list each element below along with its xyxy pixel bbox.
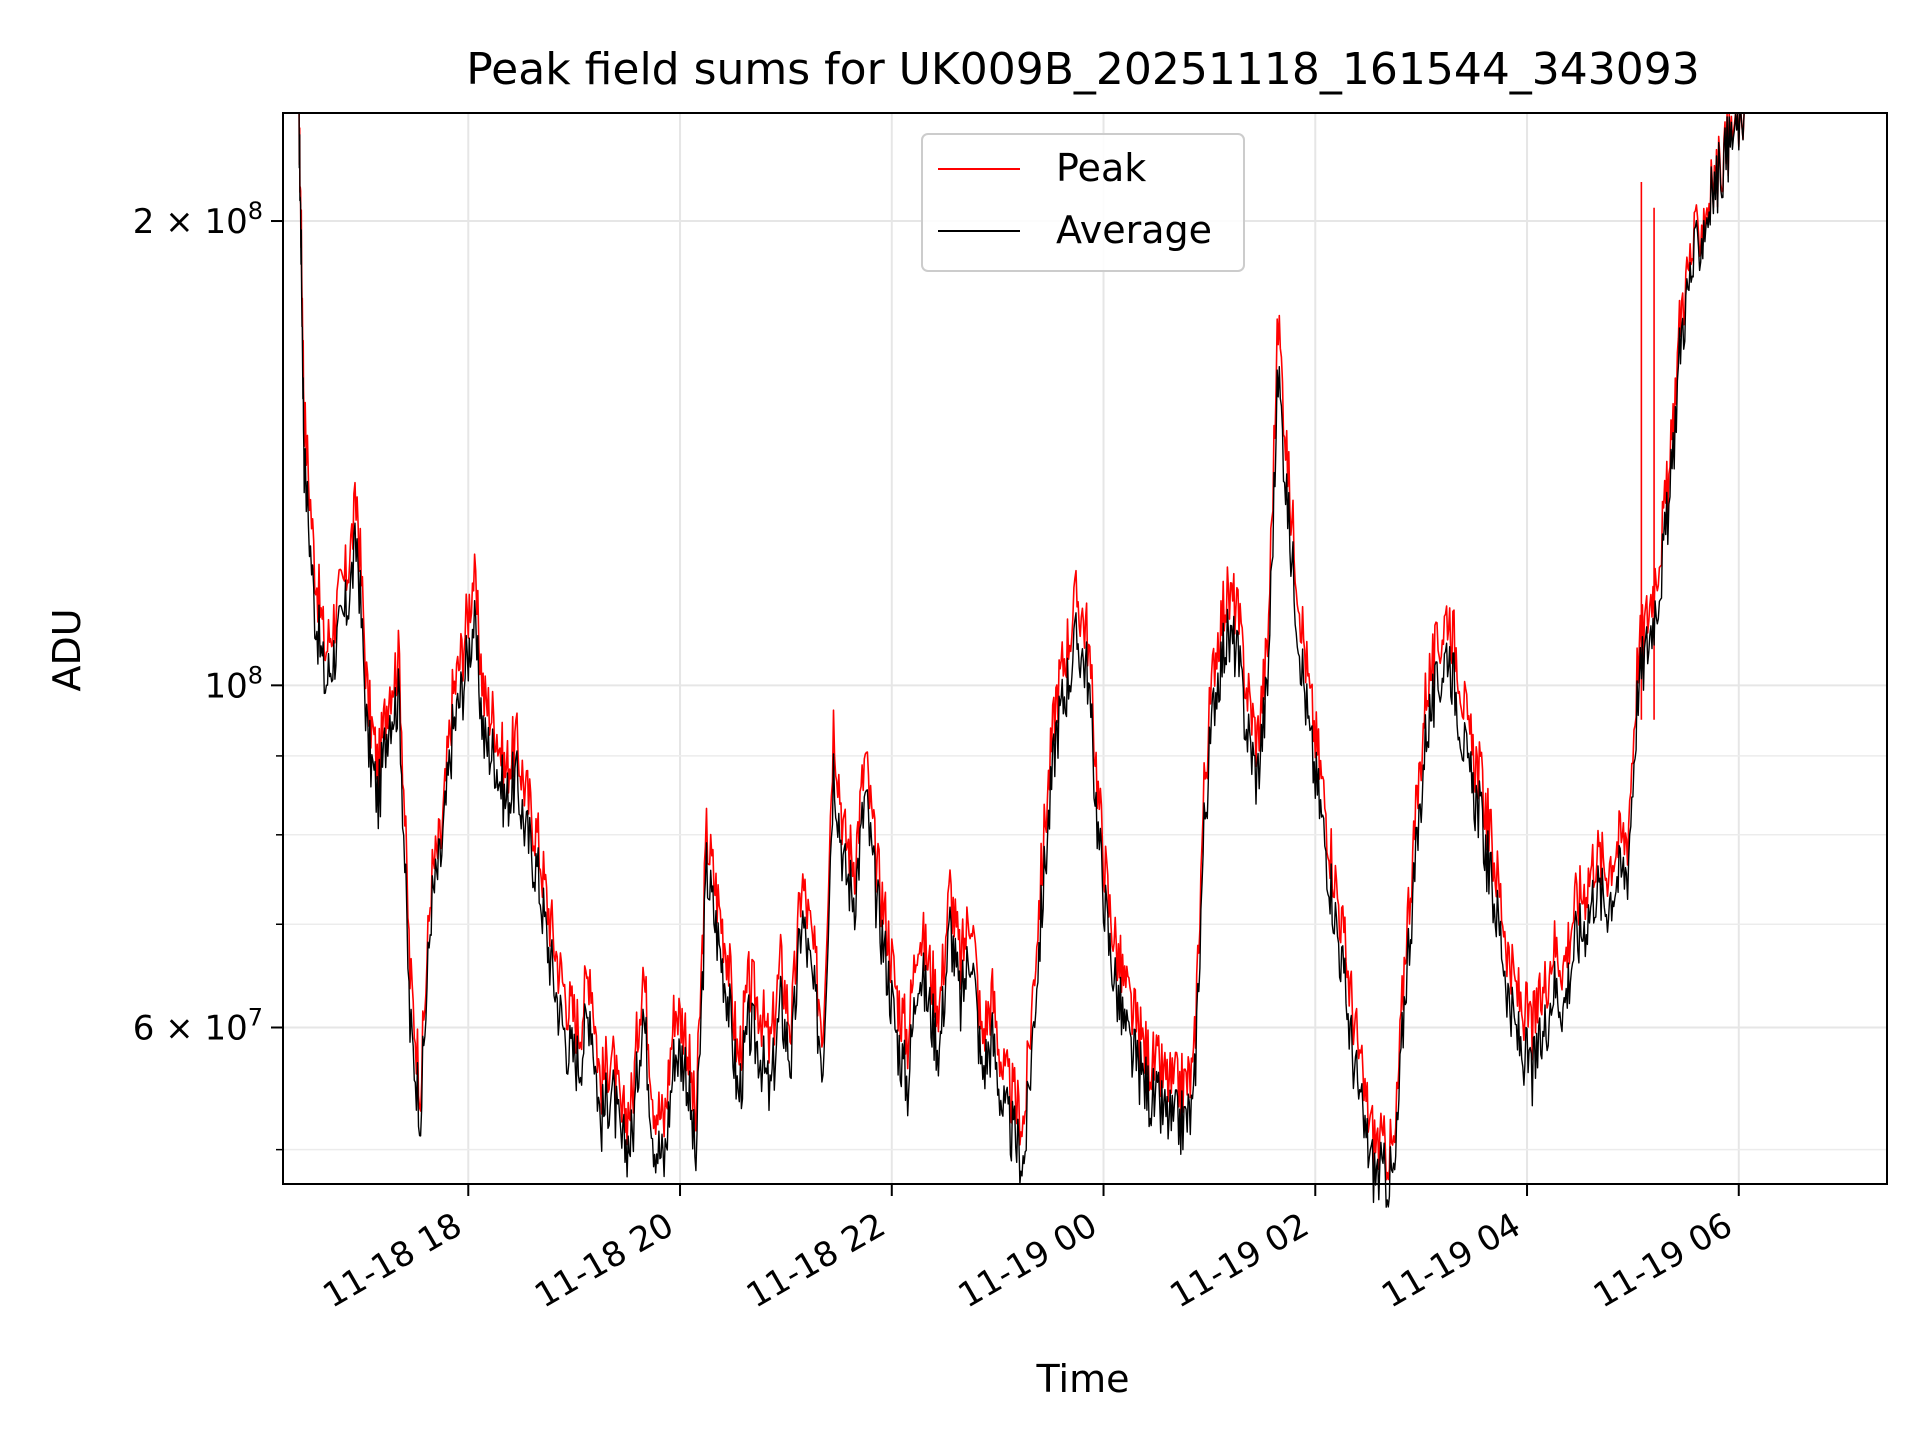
peak-series-line [283,112,1807,1181]
series-lines [283,112,1807,1208]
y-tick-label: 108 [204,661,263,706]
legend: Peak Average [921,133,1245,272]
legend-peak-label: Peak [1056,146,1146,190]
average-series-line [283,112,1807,1208]
chart-title: Peak field sums for UK009B_20251118_1615… [466,44,1700,95]
grid-lines [283,113,1887,1184]
y-tick-label: 2 × 108 [133,197,263,242]
x-axis-label: Time [1036,1357,1130,1401]
legend-average-label: Average [1056,208,1212,252]
y-tick-label: 6 × 107 [133,1004,263,1049]
plot-frame [282,112,1888,1185]
y-axis-label: ADU [45,608,89,691]
